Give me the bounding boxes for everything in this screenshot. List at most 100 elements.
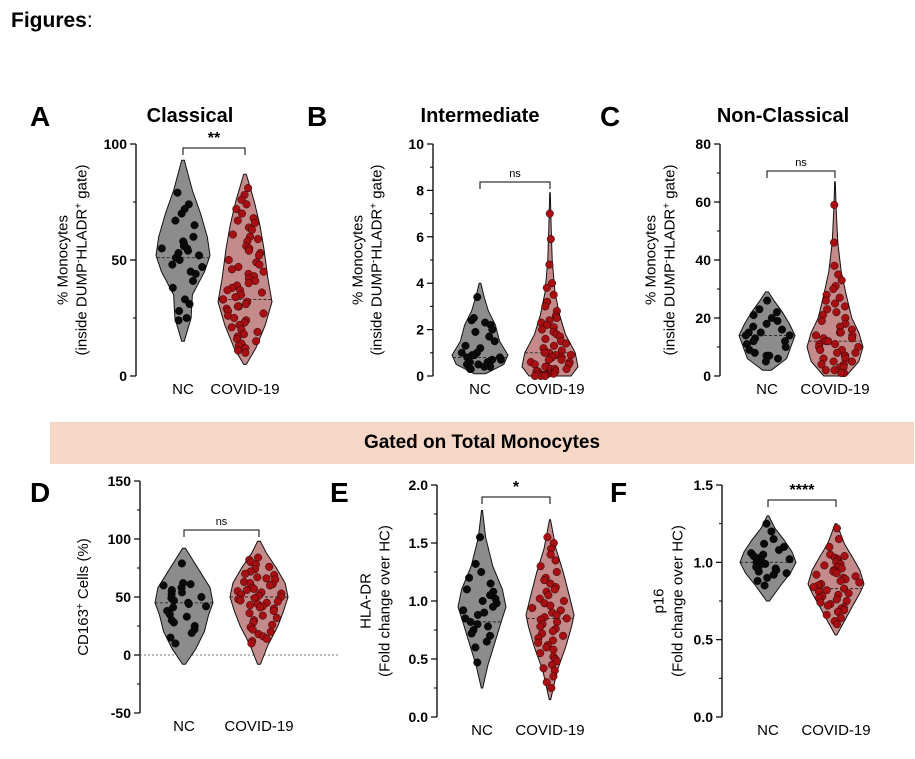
data-point xyxy=(548,636,557,645)
data-point xyxy=(817,360,826,369)
data-point xyxy=(548,627,557,636)
data-point xyxy=(542,643,551,652)
data-point xyxy=(169,603,178,612)
data-point xyxy=(473,610,482,619)
data-point xyxy=(831,299,840,308)
data-point xyxy=(760,539,769,548)
panel-letter: F xyxy=(610,477,627,508)
data-point xyxy=(762,519,771,528)
y-tick-label: 2.0 xyxy=(409,477,429,493)
x-tick-label: NC xyxy=(756,381,778,398)
data-point xyxy=(550,585,559,594)
data-point xyxy=(825,542,834,551)
data-point xyxy=(817,316,826,325)
data-point xyxy=(248,625,257,634)
y-tick-label: 0 xyxy=(703,368,711,384)
panel-f: F 0.0 0.5 1.0 1.5 p16 (Fold change over HC) NC C… xyxy=(610,477,871,739)
data-point xyxy=(173,188,182,197)
y-tick-label: 1.5 xyxy=(409,535,429,551)
data-point xyxy=(247,225,256,234)
data-point xyxy=(177,559,186,568)
data-point xyxy=(478,597,487,606)
y-tick-label: 2 xyxy=(416,322,424,338)
data-point xyxy=(749,311,758,320)
data-point xyxy=(773,316,782,325)
data-point xyxy=(545,260,554,269)
data-point xyxy=(546,550,555,559)
data-point xyxy=(268,620,277,629)
data-point xyxy=(190,221,199,230)
data-point xyxy=(769,535,778,544)
data-point xyxy=(168,283,177,292)
data-point xyxy=(855,578,864,587)
data-point xyxy=(257,288,266,297)
data-point xyxy=(840,552,849,561)
data-point xyxy=(552,314,561,323)
data-point xyxy=(830,238,839,247)
x-tick-label: NC xyxy=(469,381,491,398)
panel-e: E 0.0 0.5 1.0 1.5 2.0 HLA-DR (Fold change over … xyxy=(330,477,585,739)
data-point xyxy=(539,664,548,673)
data-point xyxy=(816,345,825,354)
panel-title: Classical xyxy=(147,105,234,127)
data-point xyxy=(841,302,850,311)
data-point xyxy=(812,570,821,579)
data-point xyxy=(540,348,549,357)
data-point xyxy=(848,357,857,366)
data-point xyxy=(557,355,566,364)
panel-letter: B xyxy=(307,101,327,132)
data-point xyxy=(785,331,794,340)
data-point xyxy=(534,638,543,647)
data-point xyxy=(546,235,555,244)
y-tick-label: 6 xyxy=(416,229,424,245)
data-point xyxy=(830,366,839,375)
significance-bracket xyxy=(767,499,837,507)
data-point xyxy=(772,308,781,317)
data-point xyxy=(231,293,240,302)
x-tick-label: COVID-19 xyxy=(800,381,869,398)
x-tick-label: COVID-19 xyxy=(515,381,584,398)
significance-bracket xyxy=(479,181,551,189)
data-point xyxy=(256,603,265,612)
data-point xyxy=(753,576,762,585)
data-point xyxy=(253,553,262,562)
data-point xyxy=(754,567,763,576)
data-point xyxy=(182,612,191,621)
y-tick-label: 10 xyxy=(408,136,424,152)
data-point xyxy=(749,322,758,331)
data-point xyxy=(821,366,830,375)
data-point xyxy=(816,598,825,607)
data-point xyxy=(774,354,783,363)
data-point xyxy=(230,314,239,323)
data-point xyxy=(836,576,845,585)
significance-label: **** xyxy=(790,482,816,499)
data-point xyxy=(175,307,184,316)
data-point xyxy=(223,286,232,295)
data-point xyxy=(250,218,259,227)
data-point xyxy=(169,596,178,605)
data-point xyxy=(822,610,831,619)
y-axis-label: % Monocytes(inside DUMP-HLADR+ gate) xyxy=(350,165,386,356)
data-point xyxy=(536,622,545,631)
panel-a: A Classical 0 50 100 % Monocytes(inside DUMP-… xyxy=(30,101,280,398)
y-tick-label: -50 xyxy=(111,705,131,721)
data-point xyxy=(830,200,839,209)
data-point xyxy=(245,609,254,618)
panel-d: D -50 0 50 100 150 CD163+ Cells (%) NC COVID-19 n… xyxy=(30,473,340,735)
data-point xyxy=(166,633,175,642)
data-point xyxy=(832,524,841,533)
data-point xyxy=(832,595,841,604)
data-point xyxy=(538,325,547,334)
y-tick-label: 4 xyxy=(416,275,424,291)
data-point xyxy=(496,355,505,364)
data-point xyxy=(559,631,568,640)
data-point xyxy=(467,629,476,638)
data-point xyxy=(459,606,468,615)
data-point xyxy=(552,568,561,577)
y-tick-label: 0 xyxy=(119,368,127,384)
data-point xyxy=(831,340,840,349)
data-point xyxy=(544,355,553,364)
data-point xyxy=(185,300,194,309)
data-point xyxy=(760,581,769,590)
data-point xyxy=(741,331,750,340)
